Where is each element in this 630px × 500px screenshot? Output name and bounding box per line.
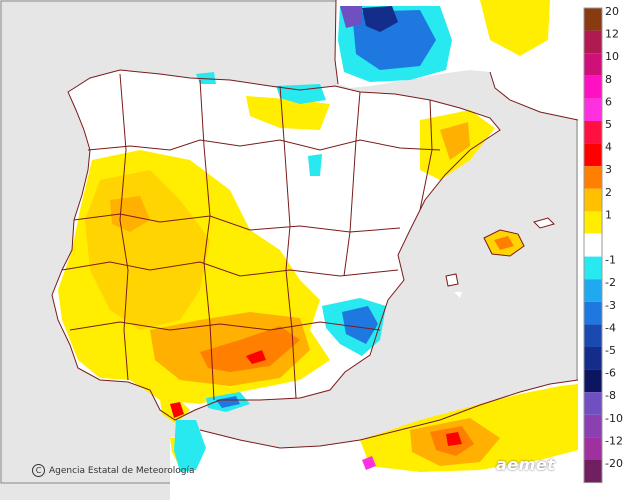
ibiza-land (446, 274, 458, 286)
legend-swatch (584, 166, 602, 189)
legend-label: 1 (605, 208, 612, 221)
legend-label: -6 (605, 367, 616, 380)
legend-label: -3 (605, 299, 616, 312)
agency-credit-text: Agencia Estatal de Meteorología (49, 466, 195, 476)
legend-label: 10 (605, 50, 619, 63)
legend-swatch (584, 143, 602, 167)
warm-anomaly-areas (58, 0, 578, 472)
legend-label: 5 (605, 118, 612, 131)
legend-swatch (584, 30, 602, 54)
legend-label: -5 (605, 344, 616, 357)
legend-label: 12 (605, 28, 619, 41)
legend-swatch (584, 211, 602, 234)
legend-label: -12 (605, 434, 623, 447)
formentera-land (454, 292, 462, 298)
legend-label: -8 (605, 389, 616, 402)
legend-swatch (584, 347, 602, 370)
legend-swatch (584, 369, 602, 393)
agency-credit: C Agencia Estatal de Meteorología (32, 464, 195, 477)
cold-anomaly-areas (174, 6, 452, 472)
copyright-icon: C (32, 464, 45, 477)
legend-label: 6 (605, 95, 612, 108)
legend-label: -2 (605, 276, 616, 289)
legend-swatch (584, 256, 602, 280)
legend-label: 8 (605, 73, 612, 86)
legend-swatch (584, 53, 602, 76)
legend-swatch (584, 324, 602, 347)
legend-swatch (584, 121, 602, 144)
legend-swatch (584, 75, 602, 99)
color-legend: 20 12 10 8 6 5 4 3 2 1 -1 -2 -3 -4 -5 -6 -8 -10 -12 -20 (583, 5, 623, 484)
legend-label: 2 (605, 186, 612, 199)
province-borders (51, 0, 579, 449)
aemet-logo: aemet (496, 455, 556, 474)
legend-label: -10 (605, 412, 623, 425)
legend-swatch (584, 188, 602, 212)
legend-label: 20 (605, 5, 619, 18)
legend-swatch (584, 414, 602, 438)
legend-swatch (584, 392, 602, 415)
legend-swatch (584, 460, 602, 483)
legend-label: 3 (605, 163, 612, 176)
legend-label: -20 (605, 457, 623, 470)
legend-label: -4 (605, 321, 616, 334)
legend-swatch (584, 98, 602, 121)
menorca-land (534, 218, 554, 228)
legend-label: 4 (605, 141, 612, 154)
legend-frame (583, 7, 603, 484)
legend-swatch (583, 233, 603, 258)
legend-swatch (584, 437, 602, 460)
legend-label: -1 (605, 254, 616, 267)
legend-swatch (584, 301, 602, 325)
legend-swatch (584, 279, 602, 302)
legend-swatch (584, 8, 602, 31)
